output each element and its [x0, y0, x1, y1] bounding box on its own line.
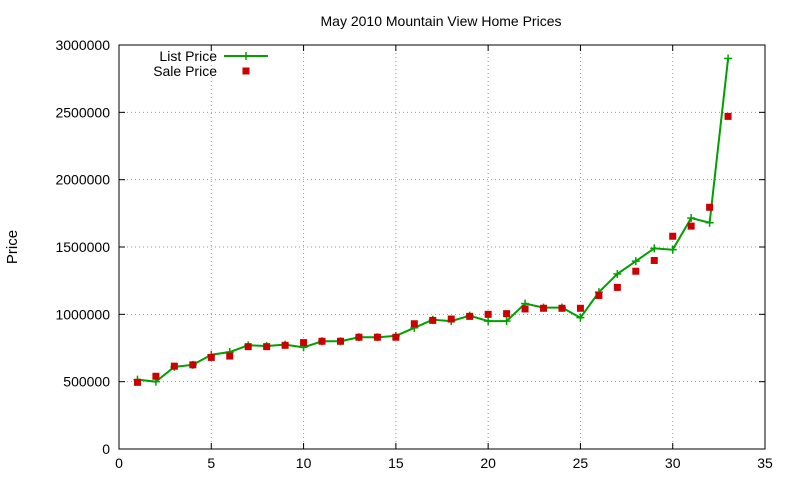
sale-price-point	[318, 337, 326, 345]
sale-price-point	[558, 304, 566, 312]
list-price-line	[137, 58, 730, 383]
sale-price-point	[669, 232, 677, 240]
list-price-point	[668, 245, 677, 254]
sale-price-point	[576, 304, 584, 312]
y-tick-label: 2500000	[55, 104, 110, 120]
list-price-point	[705, 218, 714, 227]
sale-price-point	[706, 203, 714, 211]
legend: List Price Sale Price	[153, 48, 268, 79]
x-tick-label: 35	[757, 455, 773, 471]
sale-price-point	[466, 312, 474, 320]
sale-price-point	[632, 267, 640, 275]
list-price-point	[650, 244, 659, 253]
sale-price-point	[336, 337, 344, 345]
y-axis-label: Price	[4, 230, 21, 264]
sale-price-point	[595, 291, 603, 299]
sale-price-point	[300, 339, 308, 347]
chart-title: May 2010 Mountain View Home Prices	[321, 13, 562, 29]
sale-price-point	[521, 305, 529, 313]
legend-label-sale-price: Sale Price	[153, 63, 217, 79]
sale-price-point	[373, 333, 381, 341]
legend-sample-sale-price-marker	[242, 67, 250, 75]
plot-border	[118, 44, 766, 450]
list-price-point	[631, 257, 640, 266]
list-price-point	[724, 54, 733, 63]
sale-price-point	[429, 316, 437, 324]
y-tick-label: 500000	[63, 374, 110, 390]
sale-price-point	[503, 310, 511, 318]
y-tick-label: 3000000	[55, 37, 110, 53]
list-price-point	[613, 269, 622, 278]
sale-price-point	[244, 343, 252, 351]
axes: 0 5 10 15 20 25 30 35 0 500000 1000000 1500000 20000…	[55, 37, 773, 471]
sale-price-point	[484, 310, 492, 318]
sale-price-point	[189, 361, 197, 369]
x-tick-label: 20	[480, 455, 496, 471]
x-tick-label: 0	[115, 455, 123, 471]
y-tick-label: 0	[102, 441, 110, 457]
list-price-point	[502, 317, 511, 326]
y-tick-label: 2000000	[55, 172, 110, 188]
x-tick-label: 30	[665, 455, 681, 471]
y-tick-label: 1000000	[55, 306, 110, 322]
sale-price-point	[687, 222, 695, 230]
y-tick-label: 1500000	[55, 239, 110, 255]
list-price-point	[576, 313, 585, 322]
sale-price-point	[540, 304, 548, 312]
sale-price-point	[263, 343, 271, 351]
x-tick-label: 5	[207, 455, 215, 471]
data-series	[133, 54, 733, 386]
sale-price-point	[207, 353, 215, 361]
sale-price-point	[650, 256, 658, 264]
sale-price-point	[152, 372, 160, 380]
sale-price-point	[226, 352, 234, 360]
legend-sample-list-price-marker	[242, 52, 250, 60]
x-tick-label: 25	[573, 455, 589, 471]
sale-price-point	[613, 283, 621, 291]
sale-price-point	[410, 320, 418, 328]
sale-price-point	[724, 112, 732, 120]
sale-price-point	[355, 333, 363, 341]
list-price-point	[687, 214, 696, 223]
sale-price-point	[281, 341, 289, 349]
sale-price-point	[170, 362, 178, 370]
sale-price-point	[133, 378, 141, 386]
legend-label-list-price: List Price	[159, 48, 217, 64]
list-price-point	[484, 317, 493, 326]
sale-price-point	[447, 315, 455, 323]
x-tick-label: 10	[296, 455, 312, 471]
sale-price-point	[392, 333, 400, 341]
grid-lines	[119, 45, 765, 449]
x-tick-label: 15	[388, 455, 404, 471]
